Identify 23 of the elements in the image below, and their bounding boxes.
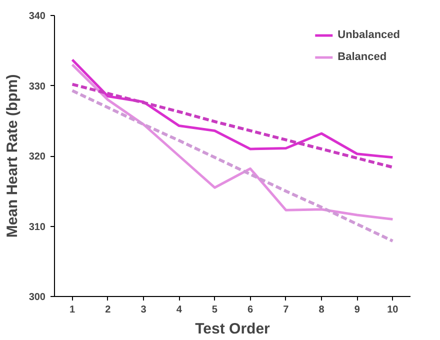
line-series [70,89,394,243]
x-tick-label: 2 [105,304,112,316]
legend-label: Unbalanced [338,29,400,41]
x-tick-label: 9 [354,304,360,316]
line-series [70,82,394,169]
x-tick-label: 10 [387,304,399,316]
x-tick-label: 7 [283,304,290,316]
y-tick-label: 340 [28,11,46,22]
line-series [71,58,394,159]
x-tick-label: 3 [140,304,147,316]
y-axis-title: Mean Heart Rate (bpm) [4,74,21,238]
x-tick-label: 4 [176,304,182,316]
x-tick-label: 8 [318,304,325,316]
y-tick-label: 320 [28,152,46,162]
x-tick-label: 6 [248,304,254,316]
line-series [71,63,394,220]
y-tick-label: 310 [28,222,46,233]
y-tick-label: 330 [28,81,46,92]
legend-label: Balanced [338,51,387,63]
x-tick-label: 5 [212,304,218,316]
y-tick-label: 300 [28,292,46,303]
x-tick-label: 1 [70,304,76,316]
x-axis-title: Test Order [195,320,270,338]
